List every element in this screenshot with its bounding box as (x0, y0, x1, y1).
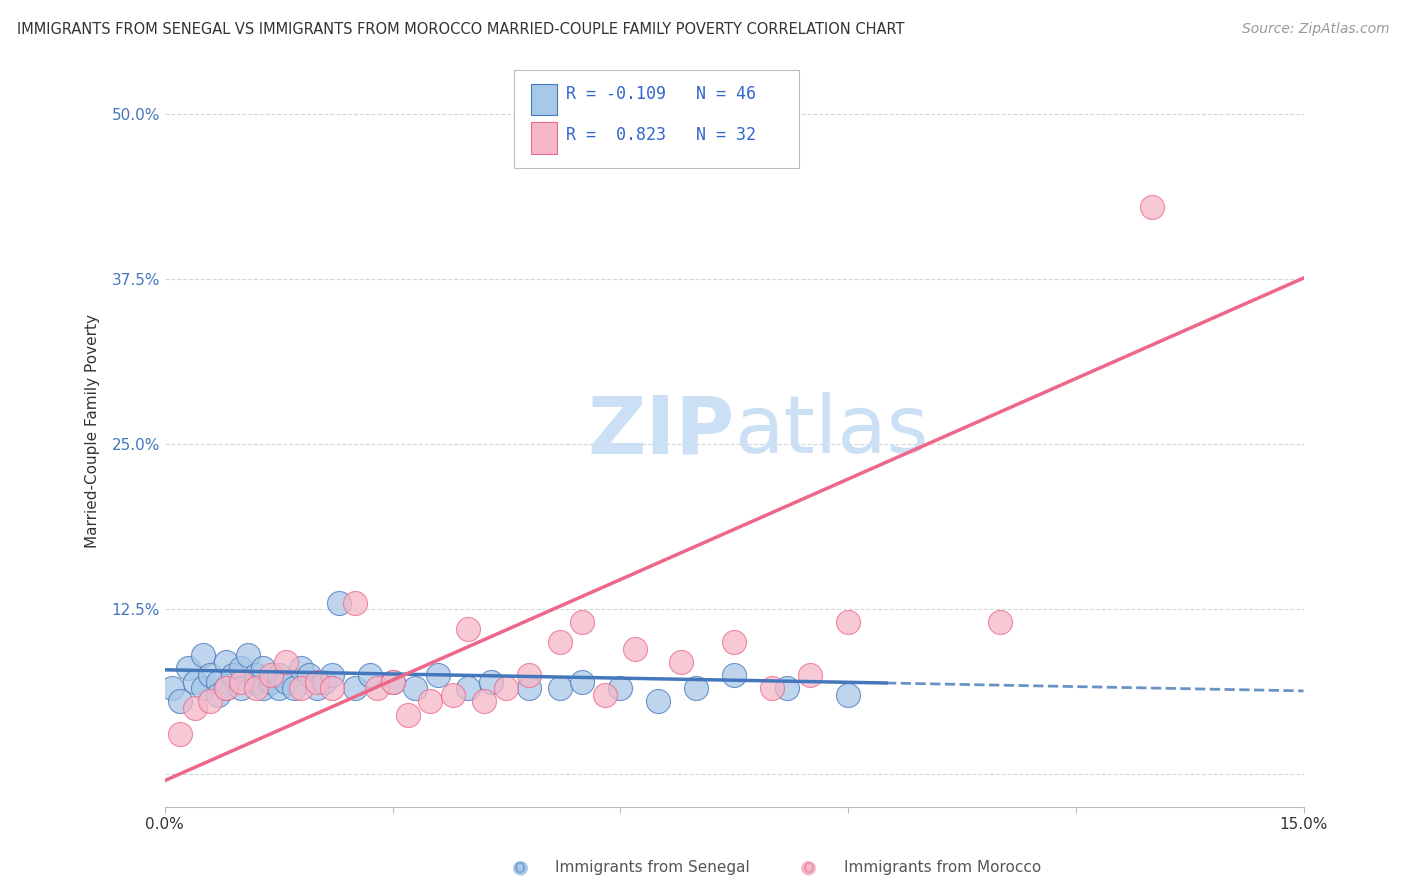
Point (343, 595, 366, 609)
Point (245, 668, 267, 682)
Point (162, 681, 184, 696)
Point (207, 688, 229, 702)
Point (260, 668, 283, 682)
Point (419, 694, 441, 708)
Text: Source: ZipAtlas.com: Source: ZipAtlas.com (1241, 22, 1389, 37)
Point (260, 674, 283, 689)
Point (207, 674, 229, 689)
Point (381, 674, 404, 689)
Point (238, 648, 260, 663)
Point (669, 655, 692, 669)
Point (267, 668, 290, 682)
Point (1140, 200, 1163, 214)
Point (837, 688, 859, 702)
Point (245, 674, 267, 689)
Point (647, 694, 669, 708)
Text: ●: ● (512, 857, 529, 877)
Point (837, 615, 859, 630)
Point (343, 681, 366, 696)
Point (776, 681, 799, 696)
Text: atlas: atlas (734, 392, 928, 470)
Point (396, 707, 419, 722)
Point (624, 641, 647, 656)
Bar (531, 84, 557, 115)
Point (328, 595, 350, 609)
Text: ●: ● (800, 857, 817, 877)
Point (988, 615, 1011, 630)
Point (548, 635, 571, 649)
Point (267, 681, 290, 696)
Point (290, 661, 312, 675)
Point (457, 622, 479, 636)
Text: R = -0.109   N = 46: R = -0.109 N = 46 (565, 86, 755, 103)
Point (298, 668, 321, 682)
Point (176, 661, 198, 675)
Point (723, 635, 745, 649)
Point (571, 615, 593, 630)
Text: o: o (803, 857, 814, 877)
Point (276, 655, 298, 669)
Point (571, 674, 593, 689)
Point (685, 681, 707, 696)
Point (321, 681, 343, 696)
Point (191, 648, 214, 663)
Point (229, 661, 252, 675)
Point (495, 681, 517, 696)
Point (517, 668, 540, 682)
Point (222, 668, 245, 682)
Text: o: o (515, 857, 526, 877)
Point (214, 655, 236, 669)
Y-axis label: Married-Couple Family Poverty: Married-Couple Family Poverty (86, 314, 100, 548)
Point (321, 668, 343, 682)
Point (314, 674, 336, 689)
Point (191, 681, 214, 696)
Point (381, 674, 404, 689)
Point (169, 694, 191, 708)
Point (305, 674, 328, 689)
Point (214, 681, 236, 696)
Point (723, 668, 745, 682)
Point (200, 668, 222, 682)
Point (229, 674, 252, 689)
Text: R =  0.823   N = 32: R = 0.823 N = 32 (565, 126, 755, 145)
Point (252, 661, 274, 675)
Point (593, 688, 616, 702)
Point (184, 701, 207, 715)
Point (609, 681, 631, 696)
Point (366, 681, 388, 696)
Point (404, 681, 426, 696)
Point (427, 668, 450, 682)
Point (479, 674, 502, 689)
Point (283, 681, 305, 696)
Point (200, 694, 222, 708)
Point (169, 727, 191, 741)
Point (548, 681, 571, 696)
Point (252, 681, 274, 696)
Text: ZIP: ZIP (586, 392, 734, 470)
Point (276, 674, 298, 689)
Point (441, 688, 464, 702)
Text: Immigrants from Morocco: Immigrants from Morocco (844, 860, 1040, 874)
Point (799, 668, 821, 682)
Point (457, 681, 479, 696)
FancyBboxPatch shape (515, 70, 799, 168)
Point (517, 681, 540, 696)
Point (184, 674, 207, 689)
Point (472, 694, 495, 708)
Point (359, 668, 381, 682)
Point (214, 681, 236, 696)
Point (305, 681, 328, 696)
Point (761, 681, 783, 696)
Text: IMMIGRANTS FROM SENEGAL VS IMMIGRANTS FROM MOROCCO MARRIED-COUPLE FAMILY POVERTY: IMMIGRANTS FROM SENEGAL VS IMMIGRANTS FR… (17, 22, 904, 37)
Text: Immigrants from Senegal: Immigrants from Senegal (555, 860, 751, 874)
Point (245, 681, 267, 696)
Bar (531, 122, 557, 153)
Point (290, 681, 312, 696)
Point (229, 681, 252, 696)
